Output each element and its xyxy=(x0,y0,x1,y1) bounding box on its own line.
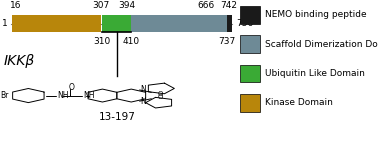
Text: 410: 410 xyxy=(123,37,140,46)
Text: 16: 16 xyxy=(10,1,22,10)
Text: NH: NH xyxy=(83,91,94,100)
Text: Scaffold Dimerization Domain: Scaffold Dimerization Domain xyxy=(265,40,378,49)
Bar xyxy=(227,15,232,32)
Text: O: O xyxy=(158,94,163,100)
Text: 394: 394 xyxy=(118,1,135,10)
Bar xyxy=(240,35,260,53)
Text: NEMO binding peptide: NEMO binding peptide xyxy=(265,10,367,19)
Text: O: O xyxy=(68,83,74,92)
Text: NH: NH xyxy=(57,91,68,100)
Text: O: O xyxy=(158,91,163,97)
Bar xyxy=(102,15,131,32)
Text: N: N xyxy=(141,85,146,94)
Text: 742: 742 xyxy=(220,1,237,10)
Bar xyxy=(12,15,101,32)
Text: 737: 737 xyxy=(218,37,235,46)
Bar xyxy=(240,94,260,112)
Text: N: N xyxy=(141,97,146,106)
Text: Ubiquitin Like Domain: Ubiquitin Like Domain xyxy=(265,69,365,78)
Text: Br: Br xyxy=(0,91,8,100)
Text: 13-197: 13-197 xyxy=(98,112,135,122)
Text: 1: 1 xyxy=(2,19,8,28)
Bar xyxy=(131,15,227,32)
Bar xyxy=(240,6,260,24)
Text: Kinase Domain: Kinase Domain xyxy=(265,98,333,107)
Text: 756: 756 xyxy=(236,19,254,28)
Bar xyxy=(240,65,260,82)
Text: 666: 666 xyxy=(198,1,215,10)
Text: 310: 310 xyxy=(93,37,111,46)
Text: IKKβ: IKKβ xyxy=(4,54,35,68)
Text: 307: 307 xyxy=(93,1,110,10)
